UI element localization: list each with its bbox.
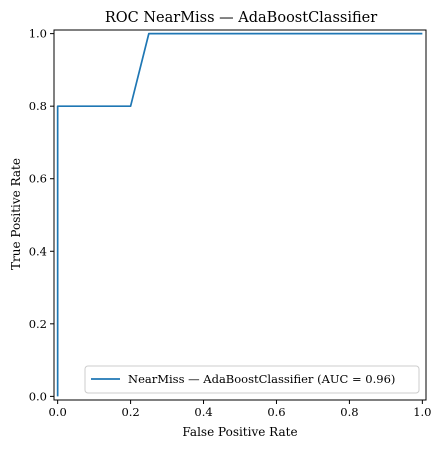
y-tick-label: 0.6 [29, 172, 47, 186]
x-tick-label: 0.6 [267, 405, 285, 419]
y-axis: 0.0 0.2 0.4 0.6 0.8 1.0 [29, 27, 54, 403]
x-axis-label: False Positive Rate [182, 425, 297, 439]
legend-label: NearMiss — AdaBoostClassifier (AUC = 0.9… [128, 372, 395, 386]
y-axis-label: True Positive Rate [9, 158, 23, 270]
roc-curve-0 [56, 32, 423, 397]
x-tick-label: 1.0 [413, 405, 431, 419]
y-tick-label: 0.2 [29, 317, 47, 331]
y-tick-label: 1.0 [29, 27, 47, 41]
chart-title: ROC NearMiss — AdaBoostClassifier [105, 10, 377, 26]
series-layer [56, 32, 423, 397]
legend: NearMiss — AdaBoostClassifier (AUC = 0.9… [84, 365, 420, 394]
y-tick-label: 0.0 [29, 389, 47, 403]
x-tick-label: 0.4 [194, 405, 212, 419]
axes-frame [53, 29, 427, 401]
y-tick-label: 0.4 [29, 244, 47, 258]
x-tick-label: 0.8 [340, 405, 358, 419]
x-axis: 0.0 0.2 0.4 0.6 0.8 1.0 [48, 400, 432, 419]
x-tick-label: 0.2 [121, 405, 139, 419]
y-tick-label: 0.8 [29, 99, 47, 113]
x-tick-label: 0.0 [48, 405, 66, 419]
legend-box [84, 365, 420, 394]
plot-area [53, 29, 427, 401]
